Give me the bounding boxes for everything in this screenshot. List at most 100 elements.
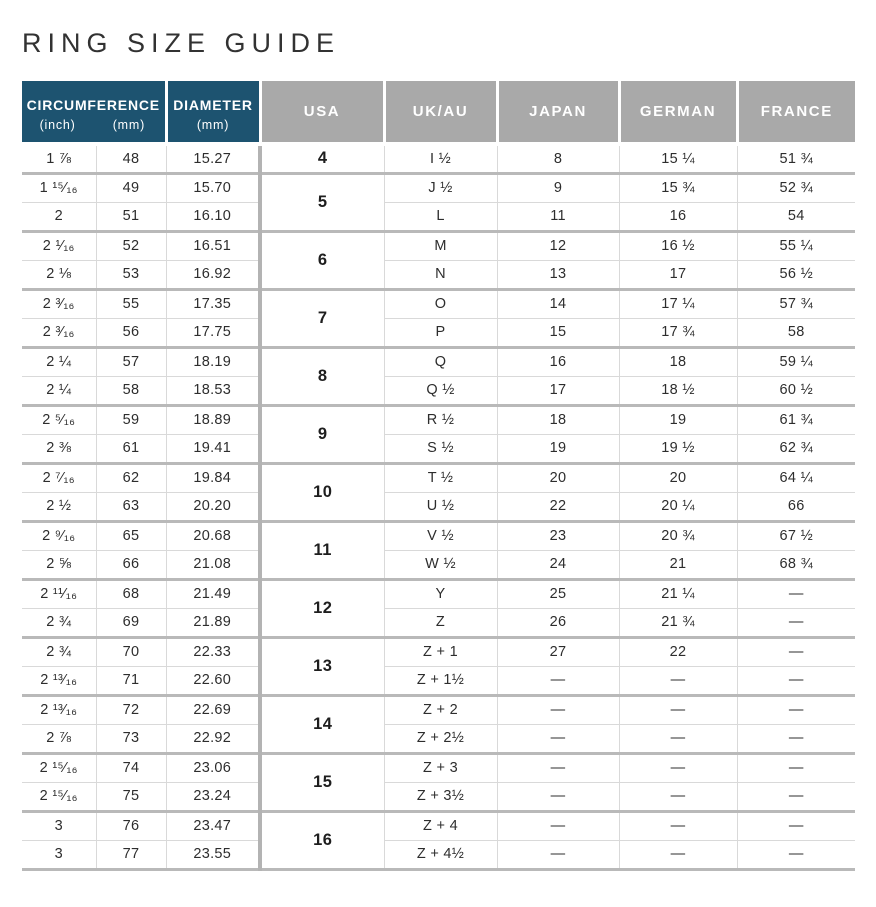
cell-circumference-inch: 2 ¼	[22, 345, 96, 376]
cell-german: —	[618, 693, 738, 724]
table-row: 1 ¹⁵⁄₁₆ 49 15.70 5 J ½ 9 15 ¾ 52 ¾	[22, 171, 856, 231]
cell-diameter: 18.19	[165, 345, 261, 376]
cell-uk-au: L	[383, 201, 498, 231]
cell-japan: —	[496, 751, 620, 782]
table-row: 2 ⁷⁄₁₆ 62 19.84 10 T ½ 20 20 64 ¼	[22, 461, 856, 521]
cell-france: 67 ½	[736, 519, 856, 550]
cell-diameter: 18.89	[165, 403, 261, 434]
cell-diameter: 19.84	[165, 461, 261, 492]
cell-japan: 16	[496, 345, 620, 376]
cell-circumference-inch: 2 ³⁄₁₆	[22, 287, 96, 318]
cell-japan: —	[496, 809, 620, 840]
cell-diameter: 21.89	[165, 607, 261, 637]
table-row: 2 ¾ 70 22.33 13 Z + 1 27 22—	[22, 635, 856, 695]
cell-usa-size: 14	[258, 693, 385, 753]
cell-circumference-inch: 2 ³⁄₁₆	[22, 317, 96, 347]
cell-circumference-inch: 2	[22, 201, 96, 231]
cell-circumference-inch: 2 ¾	[22, 635, 96, 666]
header-usa: USA	[258, 81, 385, 146]
table-row: 2 ½ 63 20.20 U ½ 22 20 ¼ 66	[22, 491, 856, 521]
cell-german: 21	[618, 549, 738, 579]
cell-circumference-mm: 61	[95, 433, 167, 463]
cell-german: 15 ¾	[618, 171, 738, 202]
cell-france: 55 ¼	[736, 229, 856, 260]
cell-usa-size: 13	[258, 635, 385, 695]
cell-japan: —	[496, 693, 620, 724]
cell-france: 57 ¾	[736, 287, 856, 318]
cell-france: 60 ½	[736, 375, 856, 405]
cell-uk-au: Z	[383, 607, 498, 637]
table-row: 2 ¹⁵⁄₁₆ 74 23.06 15 Z + 3— — —	[22, 751, 856, 811]
cell-german: 15 ¼	[618, 144, 738, 173]
table-row: 2 ³⁄₁₆ 55 17.35 7 O 14 17 ¼ 57 ¾	[22, 287, 856, 347]
cell-circumference-inch: 3	[22, 839, 96, 869]
cell-france: 59 ¼	[736, 345, 856, 376]
table-row: 2 ⅜ 61 19.41 S ½ 19 19 ½ 62 ¾	[22, 433, 856, 463]
cell-usa-size: 6	[258, 229, 385, 289]
cell-uk-au: I ½	[383, 144, 498, 173]
cell-uk-au: M	[383, 229, 498, 260]
cell-german: 19 ½	[618, 433, 738, 463]
cell-circumference-inch: 2 ¼	[22, 375, 96, 405]
cell-japan: —	[496, 839, 620, 869]
cell-circumference-mm: 72	[95, 693, 167, 724]
cell-german: 20	[618, 461, 738, 492]
cell-uk-au: S ½	[383, 433, 498, 463]
cell-circumference-mm: 66	[95, 549, 167, 579]
table-row: 2 ⅝ 66 21.08 W ½ 24 21 68 ¾	[22, 549, 856, 579]
cell-circumference-inch: 2 ⅜	[22, 433, 96, 463]
cell-circumference-mm: 57	[95, 345, 167, 376]
cell-german: 16	[618, 201, 738, 231]
cell-france: —	[736, 751, 856, 782]
cell-circumference-inch: 1 ¹⁵⁄₁₆	[22, 171, 96, 202]
cell-uk-au: O	[383, 287, 498, 318]
table-row: 2 ¼ 57 18.19 8 Q 16 18 59 ¼	[22, 345, 856, 405]
cell-japan: 20	[496, 461, 620, 492]
cell-german: —	[618, 665, 738, 695]
table-row: 1 ⅞ 48 15.27 4 I ½ 8 15 ¼ 51 ¾	[22, 144, 856, 173]
table-row: 3 76 23.47 16 Z + 4— — —	[22, 809, 856, 869]
cell-uk-au: N	[383, 259, 498, 289]
cell-france: 61 ¾	[736, 403, 856, 434]
cell-uk-au: Z + 2½	[383, 723, 498, 753]
cell-japan: 19	[496, 433, 620, 463]
header-circumference-label: CIRCUMFERENCE	[26, 97, 160, 113]
cell-france: —	[736, 635, 856, 666]
cell-circumference-mm: 71	[95, 665, 167, 695]
cell-diameter: 22.92	[165, 723, 261, 753]
cell-german: 21 ¾	[618, 607, 738, 637]
cell-japan: 24	[496, 549, 620, 579]
cell-circumference-inch: 2 ⅝	[22, 549, 96, 579]
cell-circumference-inch: 2 ¹⁵⁄₁₆	[22, 751, 96, 782]
cell-diameter: 23.47	[165, 809, 261, 840]
cell-circumference-inch: 1 ⅞	[46, 150, 72, 167]
cell-circumference-inch: 3	[22, 809, 96, 840]
cell-circumference-mm: 52	[95, 229, 167, 260]
table-row: 2 ³⁄₁₆ 56 17.75 P 15 17 ¾ 58	[22, 317, 856, 347]
cell-usa-size: 11	[258, 519, 385, 579]
cell-german: 18 ½	[618, 375, 738, 405]
cell-diameter: 19.41	[165, 433, 261, 463]
cell-diameter: 15.27	[165, 144, 261, 173]
cell-japan: 23	[496, 519, 620, 550]
cell-circumference-mm: 77	[95, 839, 167, 869]
cell-german: 19	[618, 403, 738, 434]
cell-circumference-mm: 51	[95, 201, 167, 231]
cell-japan: 12	[496, 229, 620, 260]
table-row: 2 ¾ 69 21.89 Z 26 21 ¾ —	[22, 607, 856, 637]
cell-france: —	[736, 665, 856, 695]
cell-uk-au: T ½	[383, 461, 498, 492]
cell-circumference-inch: 2 ¹¹⁄₁₆	[22, 577, 96, 608]
cell-german: —	[618, 751, 738, 782]
cell-diameter: 22.69	[165, 693, 261, 724]
cell-france: —	[736, 839, 856, 869]
cell-german: 16 ½	[618, 229, 738, 260]
cell-circumference-mm: 48	[95, 144, 167, 173]
cell-circumference-inch: 2 ¹³⁄₁₆	[22, 693, 96, 724]
table-row: 2 ¹⁄₁₆ 52 16.51 6 M 12 16 ½ 55 ¼	[22, 229, 856, 289]
cell-german: 22	[618, 635, 738, 666]
header-circumference-inch-unit: (inch)	[39, 118, 76, 132]
cell-japan: 26	[496, 607, 620, 637]
cell-japan: —	[496, 723, 620, 753]
cell-circumference-mm: 49	[95, 171, 167, 202]
